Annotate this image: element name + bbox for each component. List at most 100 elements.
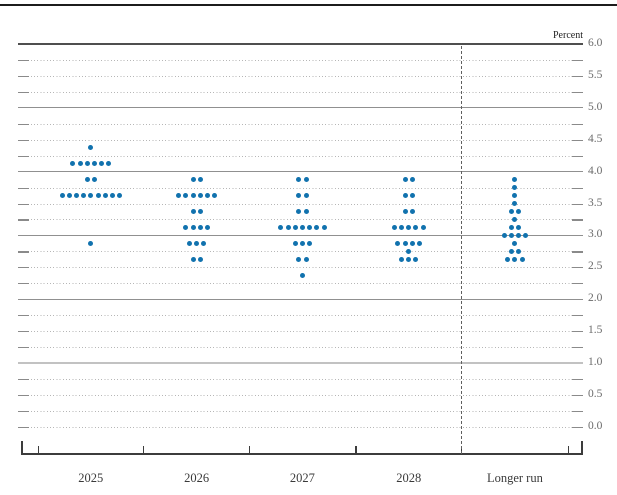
projection-dot — [292, 240, 298, 246]
projection-dot — [190, 256, 196, 262]
gridline-solid-6.00 — [18, 43, 583, 45]
projection-dot — [197, 177, 203, 183]
projection-dot — [402, 240, 408, 246]
projection-dot — [512, 216, 518, 222]
x-axis-tick — [355, 446, 357, 454]
projection-dot — [303, 208, 309, 214]
projection-dot — [321, 224, 327, 230]
gridline-edge-tick-left — [18, 187, 29, 189]
projection-dot — [197, 208, 203, 214]
projection-dot — [395, 240, 401, 246]
gridline-edge-tick-left — [18, 331, 29, 333]
projection-dot — [519, 256, 525, 262]
x-axis-line — [21, 453, 583, 455]
gridline-dotted-0.00 — [18, 426, 583, 428]
gridline-solid-3.00 — [18, 234, 583, 237]
projection-dot — [299, 224, 305, 230]
projection-dot — [402, 177, 408, 183]
gridline-edge-tick-right — [572, 219, 583, 221]
projection-dot — [66, 193, 72, 199]
projection-dot — [409, 177, 415, 183]
gridline-edge-tick-right — [572, 203, 583, 205]
gridline-edge-tick-left — [18, 251, 29, 253]
projection-dot — [190, 224, 196, 230]
projection-dot — [399, 256, 404, 262]
y-tick-label-4.5: 4.5 — [588, 132, 603, 145]
projection-dot — [190, 177, 196, 183]
gridline-dotted-4.75 — [18, 123, 583, 125]
projection-dot — [91, 177, 97, 183]
projection-dot — [406, 256, 412, 262]
projection-dot — [296, 177, 302, 183]
gridline-edge-tick-left — [18, 315, 29, 317]
projection-dot — [402, 193, 408, 199]
gridline-edge-tick-left — [18, 59, 29, 62]
gridline-edge-tick-right — [572, 426, 583, 428]
projection-dot — [409, 208, 415, 214]
projection-dot — [409, 240, 415, 246]
gridline-edge-tick-right — [572, 139, 583, 141]
projection-dot — [516, 224, 521, 230]
gridline-edge-tick-right — [572, 315, 583, 317]
projection-dot — [508, 224, 514, 230]
gridline-edge-tick-right — [572, 59, 583, 62]
projection-dot — [505, 256, 511, 262]
gridline-dotted-1.25 — [18, 347, 583, 349]
projection-dot — [73, 193, 79, 199]
projection-dot — [303, 193, 309, 199]
projection-dot — [212, 193, 218, 199]
projection-dot — [508, 232, 514, 238]
gridline-dotted-1.75 — [18, 315, 583, 317]
x-axis-tick — [567, 446, 569, 454]
projection-dot — [299, 272, 305, 278]
projection-dot — [70, 161, 76, 167]
projection-dot — [314, 224, 320, 230]
projection-dot — [109, 193, 115, 199]
projection-dot — [516, 208, 521, 214]
projection-dot — [399, 224, 404, 230]
projection-dot — [512, 185, 518, 191]
gridline-dotted-2.25 — [18, 283, 583, 285]
y-tick-label-2.5: 2.5 — [588, 260, 603, 273]
projection-dot — [183, 193, 189, 199]
gridline-dotted-4.50 — [18, 139, 583, 141]
projection-dot — [81, 193, 87, 199]
projection-dot — [285, 224, 291, 230]
projection-dot — [299, 240, 305, 246]
x-axis-tick — [248, 446, 251, 454]
projection-dot — [197, 224, 203, 230]
projection-dot — [406, 248, 412, 254]
gridline-solid-5.00 — [18, 107, 583, 109]
y-tick-label-6.0: 6.0 — [588, 37, 603, 49]
gridline-edge-tick-left — [18, 283, 29, 285]
gridline-dotted-4.25 — [18, 155, 583, 157]
gridline-dotted-1.50 — [18, 331, 583, 333]
projection-dot — [88, 193, 94, 199]
gridline-dotted-5.75 — [18, 59, 583, 62]
projection-dot — [303, 177, 309, 183]
projection-dot — [186, 240, 192, 246]
y-tick-label-0.5: 0.5 — [588, 387, 603, 400]
projection-dot — [102, 193, 108, 199]
projection-dot — [508, 208, 514, 214]
gridline-edge-tick-left — [18, 347, 29, 349]
gridline-edge-tick-right — [572, 251, 583, 253]
gridline-edge-tick-right — [572, 187, 583, 189]
gridline-edge-tick-left — [18, 203, 29, 205]
projection-dot — [512, 240, 518, 246]
gridline-edge-tick-right — [572, 155, 583, 157]
projection-dot — [420, 224, 426, 230]
gridline-edge-tick-right — [572, 283, 583, 285]
projection-dot — [88, 145, 94, 151]
projection-dot — [204, 224, 210, 230]
gridline-dotted-2.75 — [18, 251, 583, 253]
projection-dot — [204, 193, 210, 199]
gridline-edge-tick-left — [18, 123, 29, 125]
longer-run-separator — [461, 46, 463, 454]
projection-dot — [307, 240, 313, 246]
gridline-edge-tick-left — [18, 219, 29, 221]
gridline-dotted-3.25 — [18, 219, 583, 221]
gridline-edge-tick-right — [572, 331, 583, 333]
y-tick-label-2.0: 2.0 — [588, 292, 603, 305]
